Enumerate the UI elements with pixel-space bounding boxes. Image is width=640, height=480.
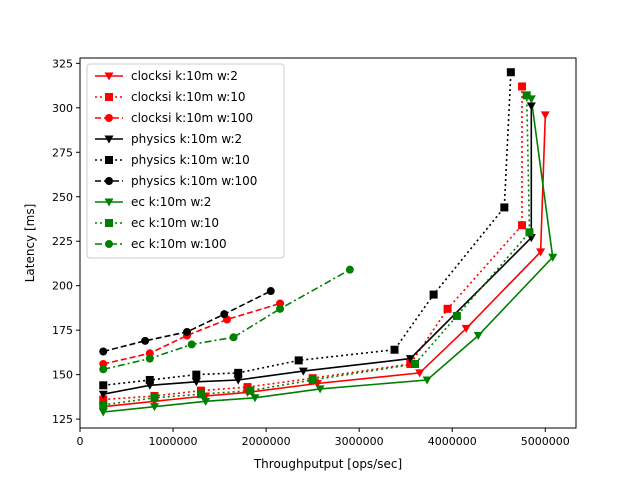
legend-marker	[104, 72, 114, 81]
y-tick-label: 150	[52, 369, 73, 382]
y-axis-ticks: 125 150 175 200 225 250 275 300 325	[52, 57, 80, 426]
legend-label: physics k:10m w:100	[131, 174, 257, 188]
legend-marker	[105, 114, 113, 122]
data-point-ec-k-10m-w-10	[452, 311, 461, 320]
legend-box	[86, 63, 285, 259]
data-point-clocksi-k-10m-w-2	[461, 324, 471, 333]
axes-frame	[79, 57, 577, 429]
data-point-ec-k-10m-w-10	[525, 228, 534, 237]
data-point-clocksi-k-10m-w-2	[536, 248, 546, 257]
data-point-physics-k-10m-w-10	[234, 368, 243, 377]
data-point-physics-k-10m-w-2	[298, 367, 308, 376]
data-point-ec-k-10m-w-2	[250, 394, 260, 403]
legend-label: physics k:10m w:2	[131, 132, 242, 146]
data-point-ec-k-10m-w-2	[315, 385, 325, 394]
legend-marker	[104, 198, 114, 207]
x-tick-label: 3000000	[335, 435, 384, 448]
data-point-clocksi-k-10m-w-10	[99, 395, 108, 404]
x-tick-label: 0	[77, 435, 84, 448]
legend-marker	[105, 156, 113, 164]
data-point-physics-k-10m-w-100	[183, 327, 192, 336]
plot-markers	[98, 68, 558, 417]
data-point-clocksi-k-10m-w-2	[540, 111, 550, 120]
x-tick-label: 4000000	[428, 435, 477, 448]
x-axis-label: Throughputput [ops/sec]	[253, 457, 402, 471]
legend-label: clocksi k:10m w:100	[131, 111, 253, 125]
data-point-ec-k-10m-w-10	[411, 359, 420, 368]
data-point-ec-k-10m-w-100	[229, 333, 238, 342]
legend-marker	[105, 177, 113, 185]
y-tick-label: 275	[52, 146, 73, 159]
data-point-physics-k-10m-w-100	[99, 347, 108, 356]
data-point-clocksi-k-10m-w-10	[406, 359, 415, 368]
y-tick-label: 125	[52, 413, 73, 426]
data-point-clocksi-k-10m-w-2	[415, 369, 425, 378]
data-point-physics-k-10m-w-10	[506, 68, 515, 77]
data-point-physics-k-10m-w-2	[526, 102, 536, 111]
data-point-physics-k-10m-w-100	[220, 310, 229, 319]
data-point-physics-k-10m-w-10	[429, 290, 438, 299]
series-line-physics-k-10m-w-10	[103, 72, 512, 387]
legend-marker	[105, 240, 113, 248]
legend-label: clocksi k:10m w:10	[131, 90, 245, 104]
x-tick-label: 1000000	[149, 435, 198, 448]
data-point-clocksi-k-10m-w-10	[443, 304, 452, 313]
x-tick-label: 2000000	[242, 435, 291, 448]
data-point-ec-k-10m-w-2	[149, 403, 159, 412]
y-tick-label: 225	[52, 235, 73, 248]
legend-marker	[105, 219, 113, 227]
data-point-ec-k-10m-w-10	[196, 390, 205, 399]
data-point-ec-k-10m-w-10	[99, 400, 108, 409]
data-point-physics-k-10m-w-2	[233, 376, 243, 385]
data-point-physics-k-10m-w-100	[266, 287, 275, 296]
data-point-ec-k-10m-w-100	[345, 265, 354, 274]
data-point-ec-k-10m-w-10	[246, 386, 255, 395]
data-point-ec-k-10m-w-100	[145, 354, 154, 363]
data-point-physics-k-10m-w-2	[98, 390, 108, 399]
legend-label: ec k:10m w:10	[131, 216, 219, 230]
x-axis-ticks: 0 1000000 2000000 3000000 4000000 5000000	[77, 428, 570, 448]
data-point-physics-k-10m-w-2	[405, 355, 415, 364]
data-point-physics-k-10m-w-10	[390, 345, 399, 354]
y-axis-label: Latency [ms]	[23, 204, 37, 283]
data-point-ec-k-10m-w-2	[98, 408, 108, 417]
data-point-physics-k-10m-w-10	[192, 370, 201, 379]
data-point-ec-k-10m-w-10	[150, 393, 159, 402]
x-tick-label: 5000000	[521, 435, 570, 448]
data-point-clocksi-k-10m-w-10	[518, 82, 527, 91]
series-line-clocksi-k-10m-w-100	[103, 302, 281, 365]
data-point-physics-k-10m-w-10	[294, 356, 303, 365]
data-point-ec-k-10m-w-10	[308, 375, 317, 384]
y-tick-label: 325	[52, 57, 73, 70]
data-point-ec-k-10m-w-100	[276, 304, 285, 313]
data-point-ec-k-10m-w-2	[422, 376, 432, 385]
legend-label: ec k:10m w:2	[131, 195, 211, 209]
data-point-ec-k-10m-w-2	[201, 397, 211, 406]
data-point-physics-k-10m-w-2	[191, 378, 201, 387]
series-line-physics-k-10m-w-100	[103, 290, 272, 353]
legend: clocksi k:10m w:2 clocksi k:10m w:10 clock…	[86, 63, 285, 259]
data-point-ec-k-10m-w-2	[473, 332, 483, 340]
legend-label: ec k:10m w:100	[131, 237, 227, 251]
data-point-ec-k-10m-w-100	[99, 365, 108, 374]
y-tick-label: 250	[52, 191, 73, 204]
y-tick-label: 175	[52, 324, 73, 337]
data-point-ec-k-10m-w-100	[187, 340, 196, 349]
data-point-clocksi-k-10m-w-10	[518, 221, 527, 230]
legend-label: physics k:10m w:10	[131, 153, 250, 167]
y-tick-label: 200	[52, 280, 73, 293]
data-point-physics-k-10m-w-100	[141, 336, 150, 345]
y-tick-label: 300	[52, 102, 73, 115]
data-point-physics-k-10m-w-10	[500, 203, 509, 212]
legend-marker	[104, 135, 114, 144]
data-point-ec-k-10m-w-10	[522, 91, 531, 100]
series-line-physics-k-10m-w-2	[103, 106, 533, 395]
data-point-physics-k-10m-w-10	[99, 381, 108, 390]
data-point-physics-k-10m-w-10	[145, 375, 154, 384]
data-point-ec-k-10m-w-2	[548, 253, 558, 262]
legend-label: clocksi k:10m w:2	[131, 69, 238, 83]
legend-marker	[105, 93, 113, 101]
